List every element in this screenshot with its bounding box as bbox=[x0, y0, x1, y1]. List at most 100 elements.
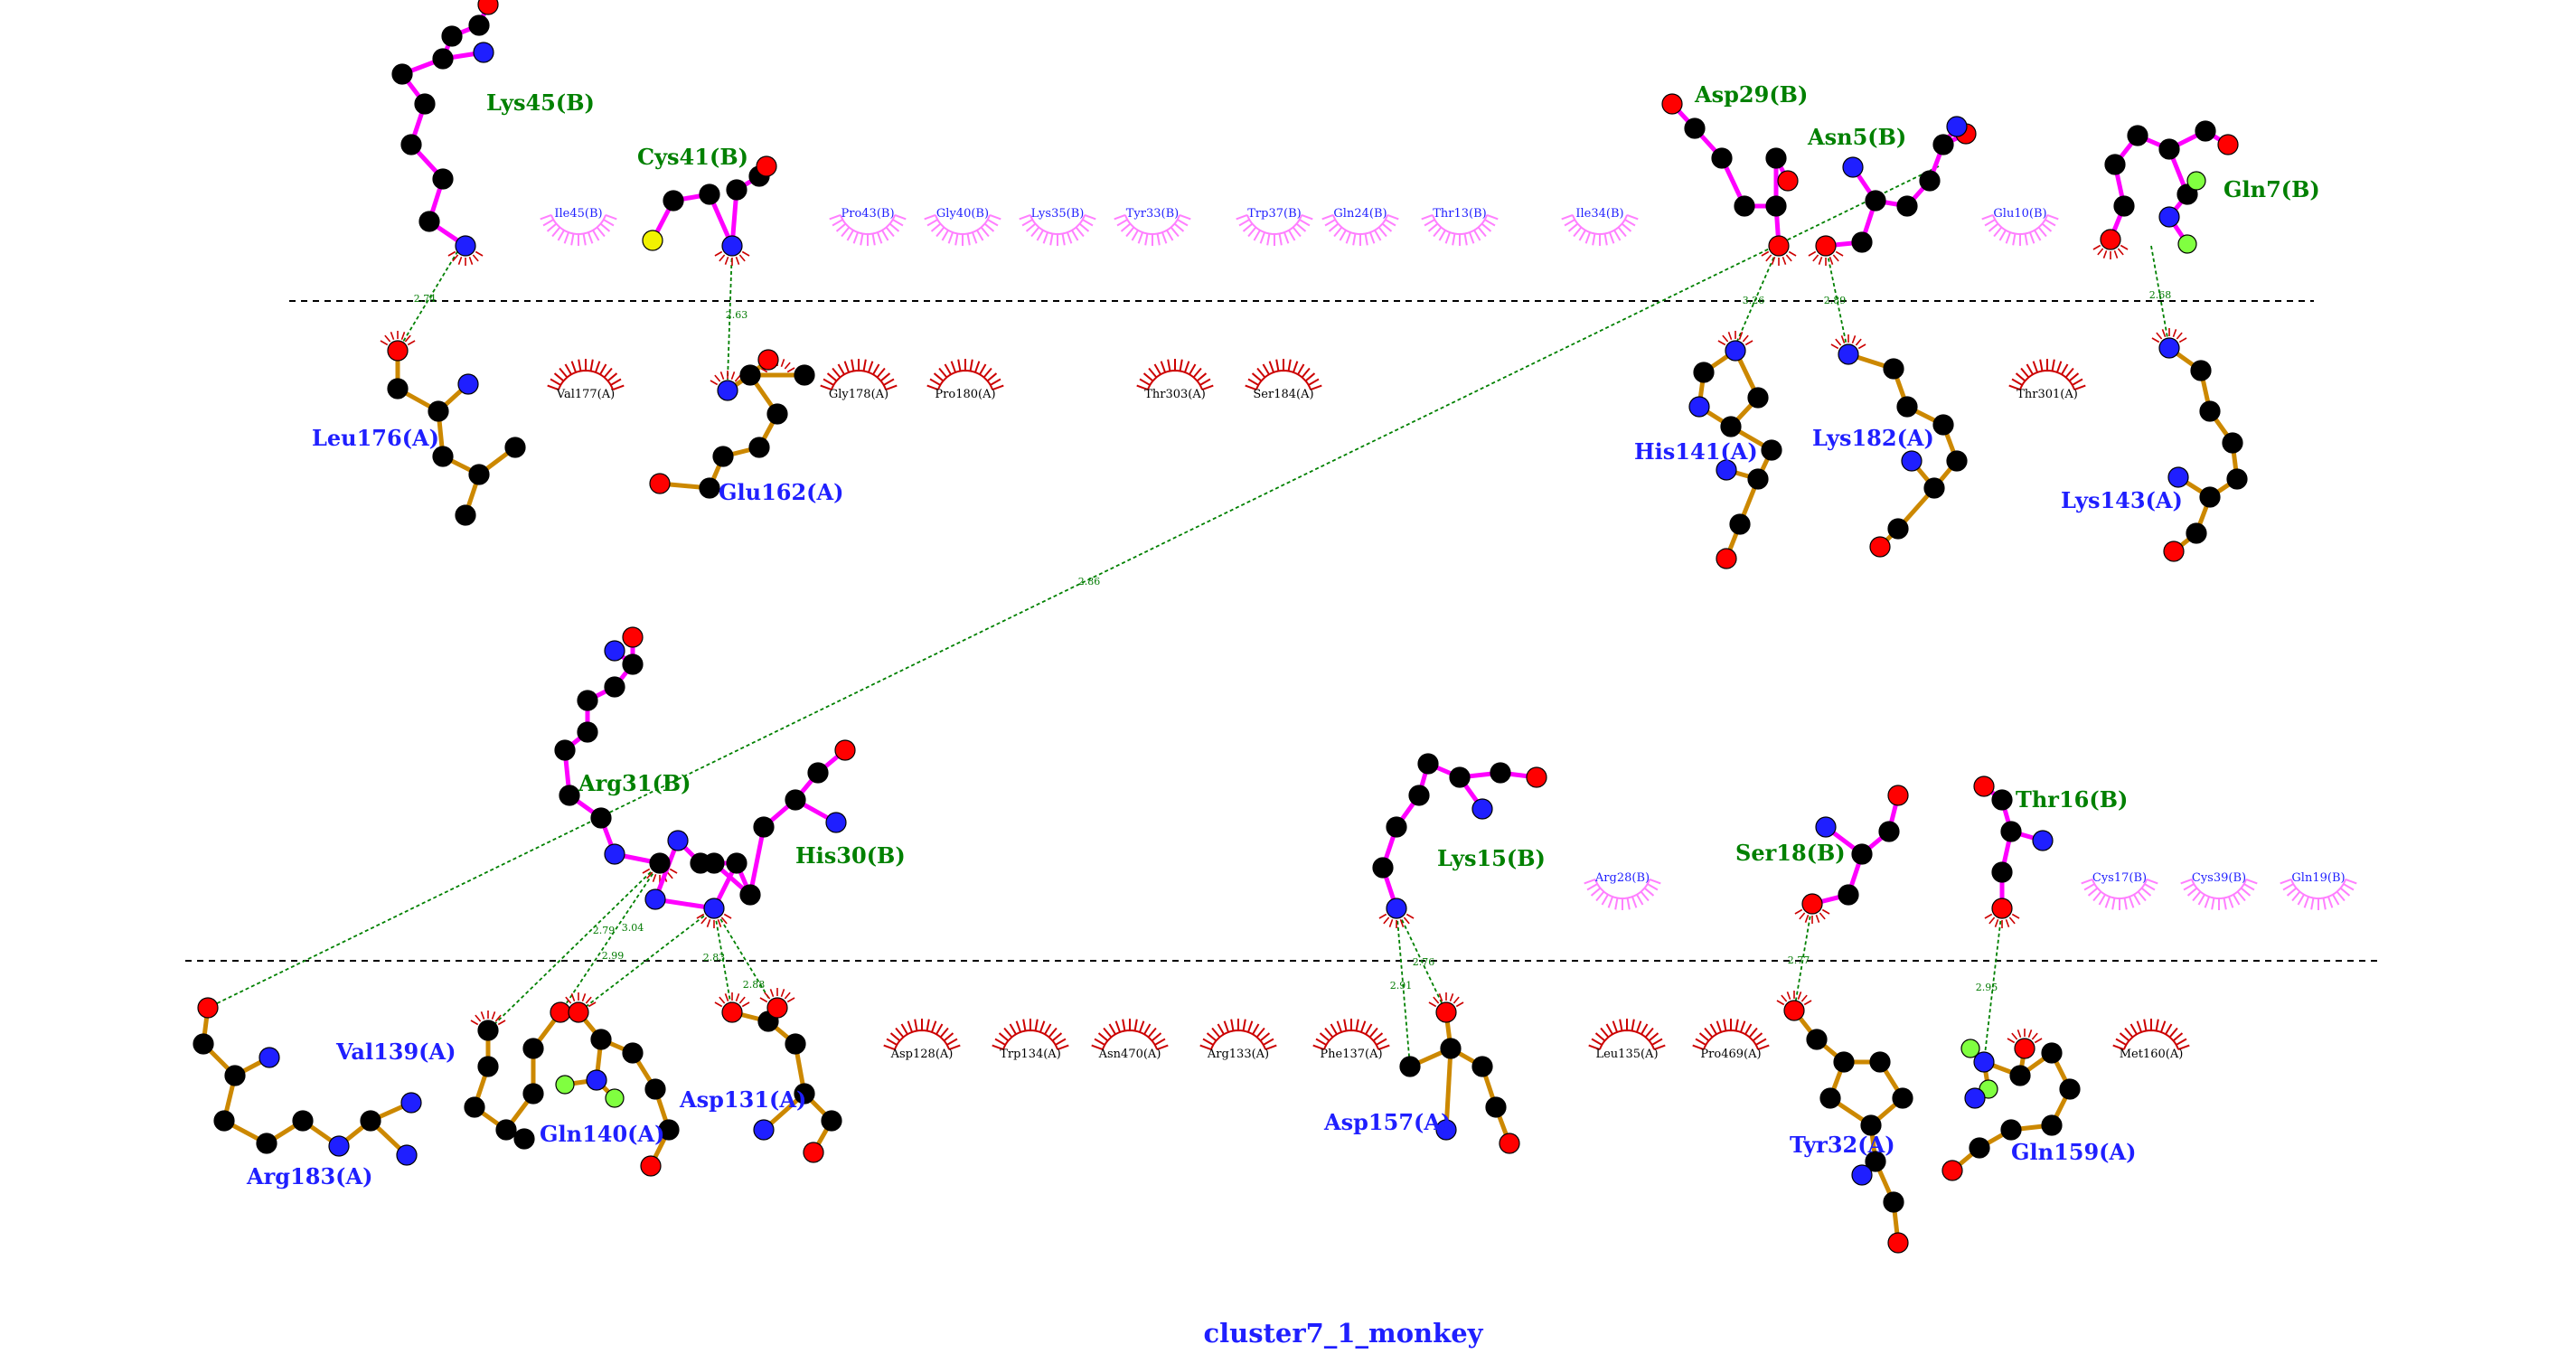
residue-label-chain-a: Asp131(A) bbox=[679, 1086, 806, 1113]
hydrophobic-contact-a-spoke bbox=[1752, 1032, 1763, 1042]
hydrophobic-contact-b-spoke bbox=[1071, 230, 1079, 241]
residue-label-chain-b: Lys15(B) bbox=[1437, 845, 1546, 871]
hydrophobic-contact-a-spoke bbox=[986, 372, 998, 382]
hydrophobic-contact-b-spoke bbox=[588, 231, 594, 244]
hydrophobic-contact-a-spoke bbox=[944, 363, 952, 375]
chain-b-atom-spoke bbox=[738, 254, 746, 262]
lys143-a-atom-c bbox=[2226, 468, 2248, 490]
arg31-b-atom-c bbox=[622, 653, 644, 675]
tyr32-a-atom-c bbox=[1819, 1087, 1841, 1109]
hydrophobic-contact-a-spoke bbox=[823, 378, 834, 386]
his141-a-atom-c bbox=[1729, 513, 1751, 535]
hydrophobic-contact-b-spoke bbox=[2087, 887, 2099, 897]
hydrophobic-contact-b-spoke bbox=[1573, 226, 1583, 238]
asp157-a-atom-o bbox=[1435, 1001, 1457, 1023]
hydrophobic-contact-a-spoke bbox=[1091, 1044, 1104, 1050]
hydrophobic-contact-a-spoke bbox=[1588, 1044, 1601, 1050]
hydrophobic-contact-b-spoke bbox=[2083, 883, 2095, 891]
chain-a-atom-spoke bbox=[1803, 1000, 1812, 1006]
hydrophobic-contact-a-spoke bbox=[1336, 1020, 1342, 1033]
chain-b-atom-spoke bbox=[720, 916, 728, 925]
chain-a-atom-spoke bbox=[384, 334, 391, 343]
hydrophobic-contact-b-spoke bbox=[1613, 230, 1622, 241]
hydrophobic-label-a: Trp134(A) bbox=[1000, 1048, 1061, 1061]
hydrophobic-contact-b-spoke bbox=[976, 230, 984, 241]
chain-a-atom-spoke bbox=[404, 334, 411, 343]
hydrophobic-contact-a-spoke bbox=[599, 363, 607, 375]
arg183-a-atom-c bbox=[193, 1033, 214, 1055]
hydrophobic-contact-a-spoke bbox=[832, 367, 841, 379]
hydrophobic-contact-a-spoke bbox=[1122, 1019, 1126, 1031]
chain-a-atom-spoke bbox=[724, 993, 729, 1002]
gln7-b-atom-h bbox=[2186, 171, 2206, 191]
glu162-a-atom-c bbox=[739, 364, 761, 386]
chain-a-atom-spoke bbox=[1438, 993, 1443, 1002]
asp29-b-atom-c bbox=[1711, 147, 1733, 169]
lys15-b-atom-o bbox=[1526, 766, 1547, 788]
hydrophobic-contact-a-spoke bbox=[1695, 1038, 1706, 1046]
hbond-distance-label: 2.79 bbox=[593, 925, 616, 936]
hbond-distance-label: 2.91 bbox=[1390, 980, 1413, 992]
hydrogen-bond-line bbox=[713, 907, 733, 1013]
hydrophobic-contact-b-spoke bbox=[941, 230, 949, 241]
hydrophobic-contact-a-spoke bbox=[1097, 1032, 1109, 1042]
hydrophobic-contact-a-spoke bbox=[2026, 363, 2034, 375]
hydrophobic-contact-a-spoke bbox=[564, 363, 572, 375]
hydrophobic-contact-a-spoke bbox=[2061, 363, 2069, 375]
chain-a-atom-spoke bbox=[735, 993, 740, 1002]
hydrophobic-contact-a-spoke bbox=[1252, 1023, 1260, 1035]
lys182-a-atom-c bbox=[1932, 414, 1954, 436]
hydrophobic-contact-a-spoke bbox=[1619, 1019, 1623, 1031]
hydrophobic-label-b: Lys35(B) bbox=[1031, 207, 1085, 221]
leu176-a-atom-c bbox=[432, 446, 454, 467]
his141-a-atom-c bbox=[1747, 468, 1769, 490]
residue-label-chain-b: His30(B) bbox=[795, 842, 906, 869]
hydrophobic-contact-a-spoke bbox=[606, 372, 618, 382]
hydrophobic-contact-b-spoke bbox=[1131, 230, 1139, 241]
hydrophobic-contact-a-spoke bbox=[1312, 1044, 1325, 1050]
gln159-a-atom-c bbox=[2009, 1065, 2031, 1086]
chain-a-atom-spoke bbox=[1776, 1000, 1785, 1006]
gln140-a-atom-o bbox=[640, 1155, 662, 1177]
hydrophobic-contact-a-spoke bbox=[1263, 1038, 1274, 1046]
hydrophobic-contact-b-spoke bbox=[1998, 230, 2007, 241]
hydrophobic-contact-a-arc bbox=[1146, 369, 1204, 390]
hydrophobic-contact-b-spoke bbox=[1984, 219, 1996, 227]
hydrophobic-contact-a-spoke bbox=[1147, 1027, 1157, 1039]
hydrophobic-label-a: Ser184(A) bbox=[1253, 388, 1313, 401]
hydrophobic-contact-a-spoke bbox=[1324, 1027, 1334, 1039]
chain-a-atom-spoke bbox=[2178, 337, 2187, 343]
hydrophobic-contact-b-spoke bbox=[871, 233, 876, 246]
his141-a-atom-c bbox=[1693, 362, 1715, 383]
hydrophobic-contact-b-spoke bbox=[894, 214, 907, 221]
thr16-b-atom-c bbox=[2000, 821, 2022, 842]
his30-b-atom-c bbox=[753, 816, 775, 838]
hydrophobic-contact-b-spoke bbox=[2280, 879, 2292, 885]
thr16-b-atom-o bbox=[1973, 776, 1995, 797]
lys45-b-atom-n bbox=[455, 235, 476, 257]
chain-a-atom-spoke bbox=[494, 1014, 502, 1022]
hydrophobic-label-a: Met160(A) bbox=[2120, 1048, 2184, 1061]
hydrophobic-contact-b-spoke bbox=[1387, 214, 1399, 221]
hydrophobic-contact-b-spoke bbox=[2223, 898, 2227, 910]
chain-b-atom-spoke bbox=[652, 873, 657, 882]
hydrophobic-contact-b-spoke bbox=[954, 233, 959, 246]
gln140-a-atom-o bbox=[568, 1001, 589, 1023]
asn5-b-atom-c bbox=[1932, 134, 1954, 155]
hydrophobic-contact-a-spoke bbox=[1160, 361, 1166, 373]
hydrophobic-contact-a-spoke bbox=[1217, 1023, 1225, 1035]
hydrophobic-contact-a-spoke bbox=[886, 1038, 898, 1046]
hydrophobic-contact-a-spoke bbox=[610, 378, 622, 386]
residue-label-chain-b: Gln7(B) bbox=[2223, 176, 2320, 202]
hydrophobic-contact-b-spoke bbox=[1333, 226, 1343, 238]
hydrophobic-contact-b-spoke bbox=[2243, 883, 2255, 891]
hydrophobic-contact-a-spoke bbox=[879, 372, 891, 382]
asp157-a-atom-c bbox=[1399, 1056, 1421, 1077]
hydrophobic-contact-b-spoke bbox=[2123, 898, 2128, 910]
hydrophobic-contact-a-spoke bbox=[1255, 1027, 1265, 1039]
chain-a-atom-spoke bbox=[1455, 1001, 1464, 1008]
hydrophobic-contact-b-spoke bbox=[852, 231, 859, 244]
lys143-a-atom-c bbox=[2190, 360, 2212, 381]
hydrophobic-contact-b-spoke bbox=[980, 226, 990, 238]
hydrophobic-contact-a-spoke bbox=[1201, 384, 1214, 390]
